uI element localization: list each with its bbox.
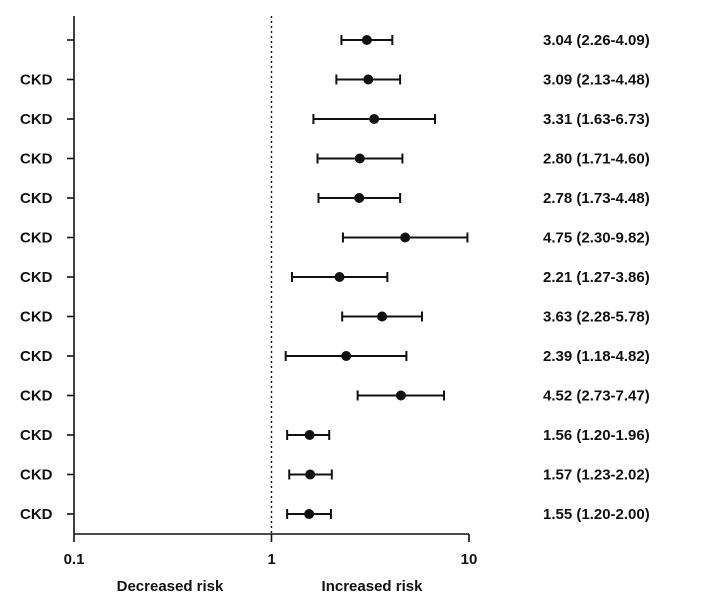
point-estimate (341, 351, 352, 361)
forest-row: CKD 3.63 (2.28-5.78) (20, 309, 650, 326)
forest-row: CKD 3.09 (2.13-4.48) (20, 72, 650, 89)
estimate-ci-label: 1.57 (1.23-2.02) (543, 467, 650, 484)
row-label: CKD (20, 230, 53, 247)
point-estimate (363, 74, 374, 85)
point-estimate (304, 509, 315, 519)
x-tick-label: 1 (267, 551, 275, 568)
forest-row: CKD 2.78 (1.73-4.48) (20, 190, 650, 207)
estimate-ci-label: 3.63 (2.28-5.78) (543, 309, 650, 326)
point-estimate (334, 272, 345, 282)
x-tick-label: 0.1 (64, 551, 85, 568)
row-label: CKD (20, 111, 53, 128)
row-label: CKD (20, 72, 53, 89)
estimate-ci-label: 1.56 (1.20-1.96) (543, 427, 650, 444)
row-label: CKD (20, 427, 53, 444)
row-label: CKD (20, 269, 53, 286)
point-estimate (361, 35, 372, 45)
forest-row: CKD 2.80 (1.71-4.60) (20, 151, 650, 168)
point-estimate (354, 153, 365, 164)
forest-row: CKD 2.21 (1.27-3.86) (20, 269, 650, 286)
estimate-ci-label: 2.21 (1.27-3.86) (543, 269, 650, 286)
estimate-ci-label: 3.09 (2.13-4.48) (543, 72, 650, 89)
estimate-ci-label: 2.78 (1.73-4.48) (543, 190, 650, 207)
estimate-ci-label: 4.52 (2.73-7.47) (543, 388, 650, 405)
point-estimate (400, 232, 411, 243)
increased-risk-caption: Increased risk (322, 578, 424, 595)
point-estimate (354, 193, 365, 203)
row-label: CKD (20, 506, 53, 523)
forest-row: CKD 4.75 (2.30-9.82) (20, 230, 650, 247)
forest-row: CKD 4.52 (2.73-7.47) (20, 388, 650, 405)
point-estimate (377, 311, 388, 322)
forest-rows: 3.04 (2.26-4.09) CKD 3.09 (2.13-4.48) CKD 3.… (20, 32, 650, 523)
row-label: CKD (20, 348, 53, 365)
row-label: CKD (20, 467, 53, 484)
row-label: CKD (20, 388, 53, 405)
estimate-ci-label: 2.39 (1.18-4.82) (543, 348, 650, 365)
estimate-ci-label: 3.04 (2.26-4.09) (543, 32, 650, 49)
decreased-risk-caption: Decreased risk (117, 578, 224, 595)
forest-row: CKD 2.39 (1.18-4.82) (20, 348, 650, 365)
point-estimate (369, 114, 380, 124)
forest-row: CKD 1.57 (1.23-2.02) (20, 467, 650, 484)
plot-axes (73, 16, 469, 535)
x-axis-ticks: 0.1 1 10 (64, 534, 478, 568)
row-label: CKD (20, 309, 53, 326)
estimate-ci-label: 1.55 (1.20-2.00) (543, 506, 650, 523)
point-estimate (305, 469, 316, 480)
row-label: CKD (20, 151, 53, 168)
forest-row: 3.04 (2.26-4.09) (67, 32, 650, 49)
estimate-ci-label: 3.31 (1.63-6.73) (543, 111, 650, 128)
forest-row: CKD 1.55 (1.20-2.00) (20, 506, 650, 523)
point-estimate (395, 390, 406, 401)
row-label: CKD (20, 190, 53, 207)
x-tick-label: 10 (461, 551, 478, 568)
estimate-ci-label: 2.80 (1.71-4.60) (543, 151, 650, 168)
forest-row: CKD 1.56 (1.20-1.96) (20, 427, 650, 444)
forest-row: CKD 3.31 (1.63-6.73) (20, 111, 650, 128)
estimate-ci-label: 4.75 (2.30-9.82) (543, 230, 650, 247)
point-estimate (304, 430, 315, 440)
